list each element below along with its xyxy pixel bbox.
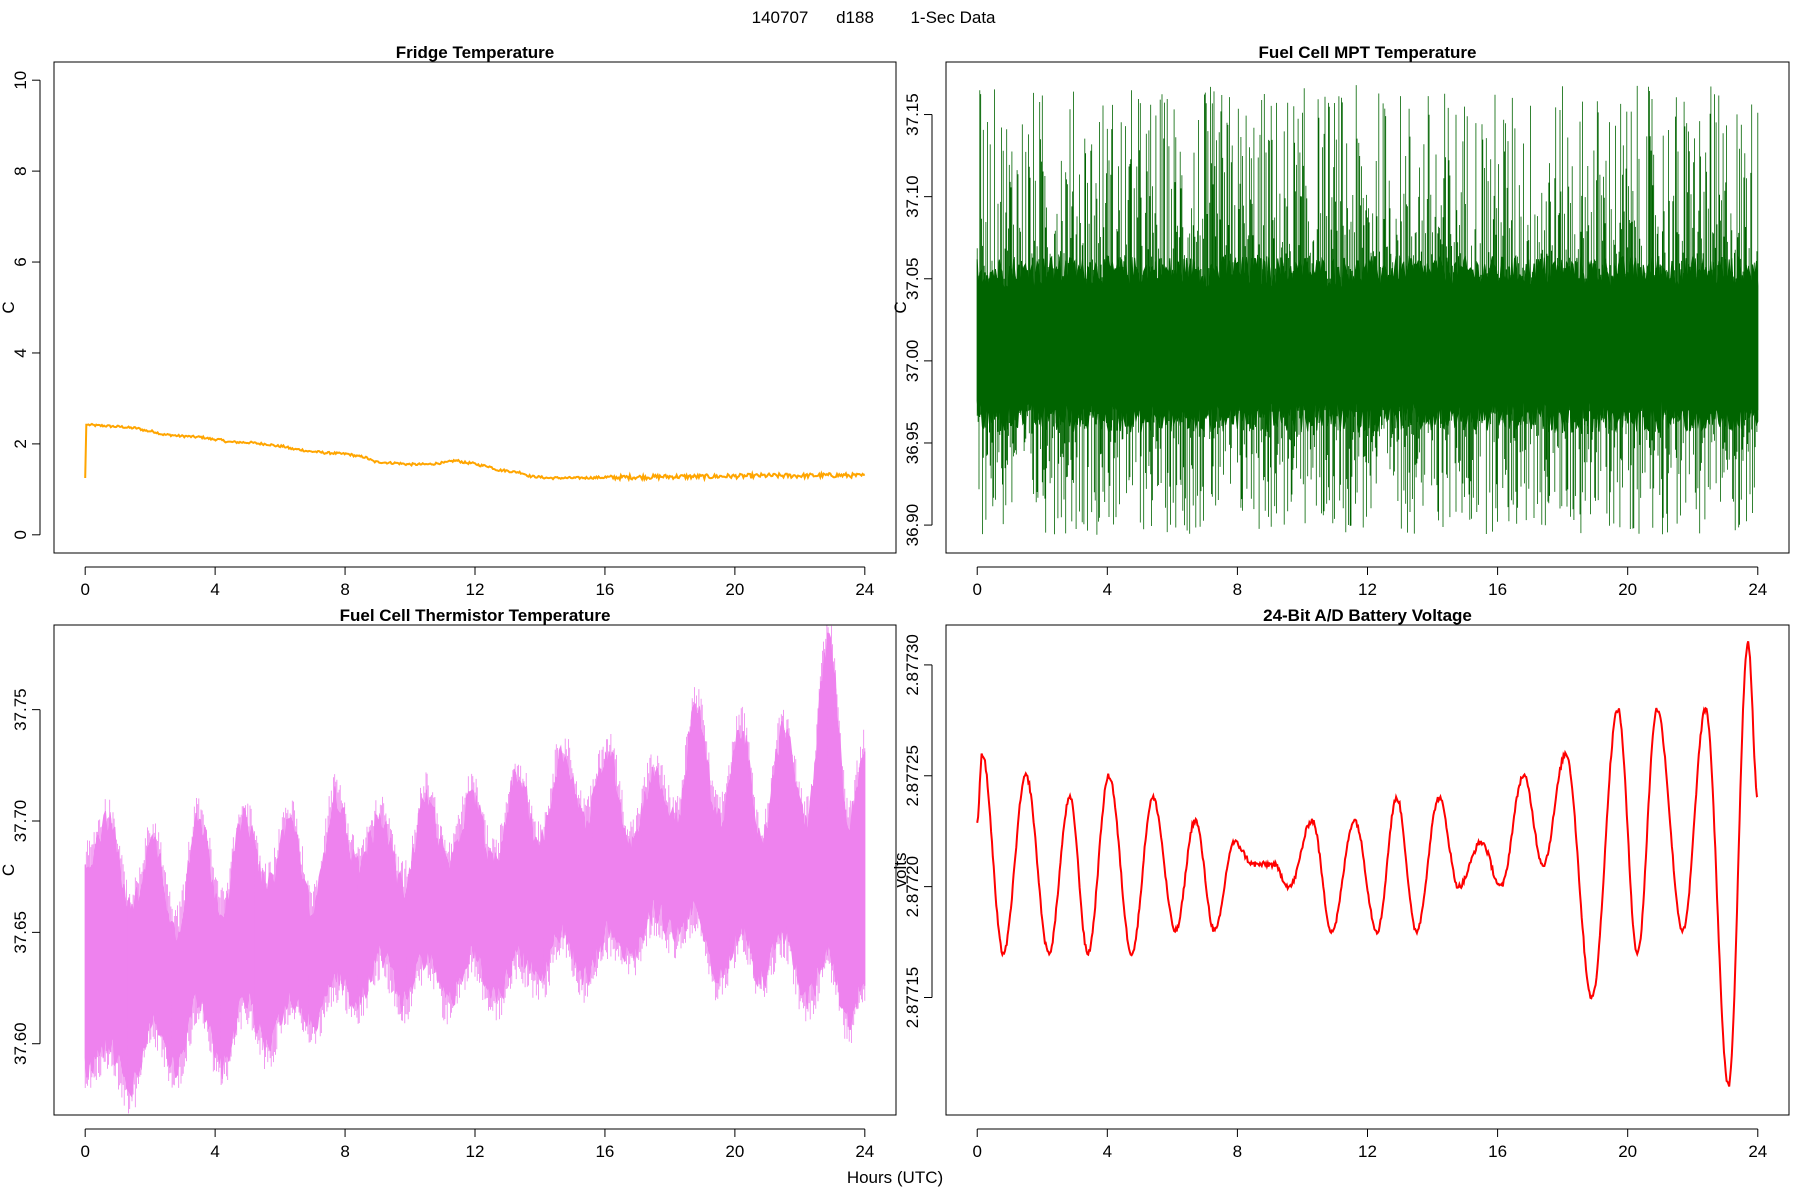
plot-frame <box>53 61 897 554</box>
x-tick-label: 12 <box>1358 1142 1377 1161</box>
y-tick-label: 8 <box>11 166 30 175</box>
data-series <box>976 85 1759 535</box>
y-tick-label: 37.10 <box>903 175 922 218</box>
panel-title: Fuel Cell Thermistor Temperature <box>340 606 611 625</box>
data-series <box>84 422 866 483</box>
y-tick-label: 37.00 <box>903 340 922 383</box>
y-axis-label: C <box>0 864 18 876</box>
header-date-code: 140707 <box>752 8 809 27</box>
x-tick-label: 20 <box>725 1142 744 1161</box>
x-tick-label: 0 <box>972 580 981 599</box>
x-tick-label: 16 <box>1488 580 1507 599</box>
y-tick-label: 37.70 <box>11 800 30 843</box>
series-spikes <box>84 625 866 1114</box>
header-data-type: 1-Sec Data <box>910 8 996 27</box>
x-tick-label: 24 <box>855 1142 874 1161</box>
y-tick-label: 10 <box>11 71 30 90</box>
panel-fuel-cell-mpt-temperature: Fuel Cell MPT Temperature 0 4 8 12 16 20 24 36.9… <box>891 43 1790 599</box>
panel-battery-voltage: 24-Bit A/D Battery Voltage 0 4 8 12 16 20 24 2.8… <box>891 606 1790 1161</box>
x-tick-label: 0 <box>80 580 89 599</box>
x-tick-label: 16 <box>595 580 614 599</box>
x-tick-label: 12 <box>466 580 485 599</box>
x-tick-label: 0 <box>972 1142 981 1161</box>
y-tick-label: 6 <box>11 257 30 266</box>
y-tick-label: 37.60 <box>11 1022 30 1065</box>
figure-header: 140707 d188 1-Sec Data <box>752 8 996 27</box>
y-tick-label: 2.87725 <box>903 745 922 806</box>
header-day-code: d188 <box>836 8 874 27</box>
y-tick-label: 36.95 <box>903 422 922 465</box>
y-tick-label: 37.15 <box>903 93 922 136</box>
x-tick-label: 24 <box>1748 1142 1767 1161</box>
x-tick-label: 4 <box>210 1142 219 1161</box>
panel-title: 24-Bit A/D Battery Voltage <box>1263 606 1472 625</box>
x-tick-label: 4 <box>1103 1142 1112 1161</box>
y-axis-label: C <box>891 301 910 313</box>
y-tick-label: 2.87715 <box>903 967 922 1028</box>
series-spikes <box>976 85 1759 535</box>
y-axis-label: C <box>0 301 18 313</box>
x-axis-label: Hours (UTC) <box>847 1168 943 1187</box>
series-line <box>976 641 1759 1087</box>
x-tick-label: 12 <box>1358 580 1377 599</box>
y-tick-label: 0 <box>11 530 30 539</box>
plot-frame <box>945 624 1790 1116</box>
x-tick-label: 20 <box>725 580 744 599</box>
y-tick-label: 36.90 <box>903 504 922 547</box>
x-tick-label: 8 <box>1233 1142 1242 1161</box>
x-tick-label: 24 <box>855 580 874 599</box>
y-tick-label: 2.87730 <box>903 634 922 695</box>
x-tick-label: 20 <box>1618 580 1637 599</box>
panel-title: Fridge Temperature <box>396 43 554 62</box>
data-series <box>84 625 866 1114</box>
y-axis-label: volts <box>891 853 910 888</box>
data-series <box>976 641 1759 1087</box>
plot-frame <box>53 624 897 1116</box>
y-tick-label: 2.87720 <box>903 856 922 917</box>
x-tick-label: 20 <box>1618 1142 1637 1161</box>
x-tick-label: 16 <box>595 1142 614 1161</box>
x-tick-label: 0 <box>80 1142 89 1161</box>
x-tick-label: 8 <box>1233 580 1242 599</box>
y-tick-label: 37.65 <box>11 911 30 954</box>
y-tick-label: 37.75 <box>11 688 30 731</box>
x-tick-label: 24 <box>1748 580 1767 599</box>
x-tick-label: 8 <box>340 1142 349 1161</box>
x-tick-label: 12 <box>466 1142 485 1161</box>
series-line <box>84 422 866 483</box>
y-tick-label: 4 <box>11 348 30 357</box>
plot-frame <box>945 61 1790 554</box>
panel-title: Fuel Cell MPT Temperature <box>1259 43 1477 62</box>
x-tick-label: 4 <box>210 580 219 599</box>
x-tick-label: 16 <box>1488 1142 1507 1161</box>
panel-fuel-cell-thermistor-temperature: Fuel Cell Thermistor Temperature 0 4 8 12 16 2… <box>0 606 897 1161</box>
y-tick-label: 2 <box>11 439 30 448</box>
x-tick-label: 4 <box>1103 580 1112 599</box>
x-tick-label: 8 <box>340 580 349 599</box>
y-tick-label: 37.05 <box>903 257 922 300</box>
